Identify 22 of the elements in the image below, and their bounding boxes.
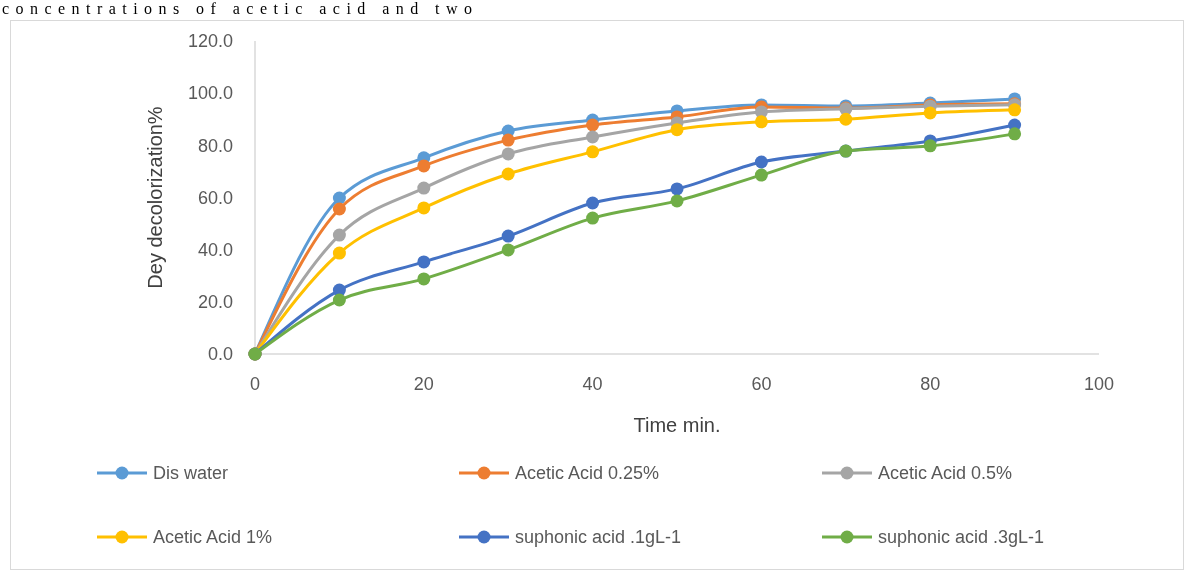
y-tick-label: 0.0 <box>207 344 233 365</box>
x-tick-label: 0 <box>249 374 261 394</box>
x-tick-label: 60 <box>751 374 772 394</box>
x-tick-label: 20 <box>413 374 434 394</box>
legend-label: suphonic acid .1gL-1 <box>515 527 682 548</box>
x-tick-label: 80 <box>920 374 941 394</box>
y-tick-label: 100.0 <box>187 83 233 104</box>
y-tick-label: 20.0 <box>197 292 233 313</box>
y-tick-label: 120.0 <box>187 31 233 52</box>
legend-label: Dis water <box>153 463 229 484</box>
y-tick-label: 40.0 <box>197 239 233 260</box>
x-tick-label: 100 <box>1083 374 1115 394</box>
legend-label: Acetic Acid 1% <box>153 527 273 548</box>
legend-label: Acetic Acid 0.5% <box>878 463 1013 484</box>
y-tick-label: 80.0 <box>197 135 233 156</box>
x-axis-title: Time min. <box>633 414 721 436</box>
x-tick-label: 40 <box>582 374 603 394</box>
legend-label: suphonic acid .3gL-1 <box>878 527 1045 548</box>
legend-label: Acetic Acid 0.25% <box>515 463 660 484</box>
y-tick-label: 60.0 <box>197 187 233 208</box>
y-axis-title: Dey decolorization% <box>144 106 166 289</box>
text: concentrations of acetic acid and two <box>2 0 472 17</box>
